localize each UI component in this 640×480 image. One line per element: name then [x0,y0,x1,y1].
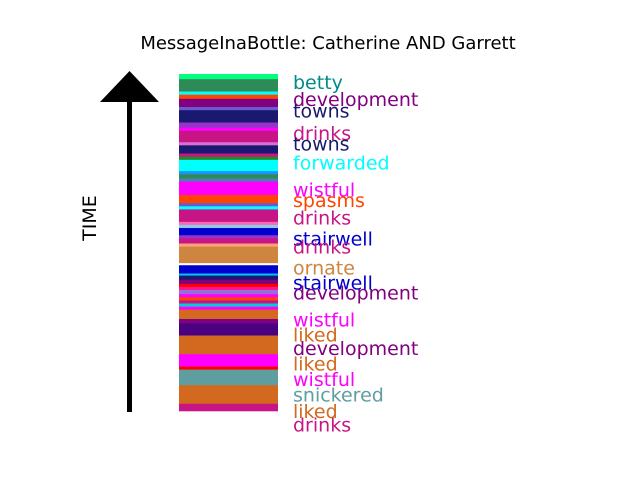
word-label-22: drinks [293,414,351,436]
stripe-39 [179,294,278,298]
stripe-24 [179,221,278,226]
stripe-42 [179,303,278,307]
word-label-18: liked [293,353,338,375]
word-label-15: wistful [293,310,355,332]
stripe-6 [179,107,278,111]
stripe-37 [179,286,278,291]
stripe-52 [179,403,278,412]
word-label-13: stairwell [293,272,373,294]
stripe-43 [179,306,278,310]
stripe-7 [179,110,278,123]
stripe-bar [179,74,278,412]
word-label-16: liked [293,325,338,347]
stripe-49 [179,366,278,370]
stripe-36 [179,283,278,288]
stripe-30 [179,246,278,264]
stripe-18 [179,178,278,182]
stripe-17 [179,174,278,179]
time-arrow-shaft [127,100,132,412]
chart-title: MessageInaBottle: Catherine AND Garrett [140,33,515,54]
word-label-7: wistful [293,179,355,201]
stripe-51 [179,385,278,405]
stripe-5 [179,98,278,108]
word-label-21: liked [293,401,338,423]
stripe-44 [179,309,278,320]
stripe-16 [179,171,278,175]
stripe-28 [179,238,278,244]
time-arrow-head [100,71,159,102]
stripe-40 [179,297,278,301]
stripe-19 [179,181,278,196]
word-label-2: development [293,89,418,111]
stripe-46 [179,323,278,336]
word-label-11: drinks [293,237,351,259]
word-label-3: towns [293,101,350,123]
word-label-10: stairwell [293,228,373,250]
stripe-4 [179,94,278,100]
stripe-35 [179,279,278,285]
stripe-34 [179,275,278,281]
stripe-2 [179,79,278,92]
stripe-48 [179,354,278,367]
stripe-8 [179,122,278,129]
stripe-15 [179,159,278,172]
stripe-3 [179,91,278,95]
word-label-14: development [293,283,418,305]
word-label-20: snickered [293,384,384,406]
stripe-31 [179,263,278,266]
word-label-8: spasms [293,190,365,212]
y-axis-label: TIME [79,195,101,242]
stripe-45 [179,319,278,324]
stripe-50 [179,369,278,386]
word-label-19: wistful [293,369,355,391]
stripe-33 [179,273,278,276]
stripe-9 [179,127,278,132]
stripe-26 [179,228,278,236]
stripe-10 [179,130,278,143]
stripe-47 [179,335,278,355]
word-label-4: drinks [293,123,351,145]
word-label-17: development [293,338,418,360]
stripe-29 [179,243,278,247]
stripe-20 [179,194,278,204]
word-label-12: ornate [293,257,355,279]
stripe-23 [179,209,278,223]
stripe-12 [179,145,278,154]
stripe-41 [179,300,278,304]
stripe-14 [179,156,278,161]
stripe-11 [179,142,278,146]
stripe-22 [179,206,278,210]
stripe-27 [179,235,278,239]
stripe-25 [179,224,278,229]
word-labels: bettydevelopmenttownsdrinkstownsforwarde… [293,72,418,437]
stripe-13 [179,153,278,157]
time-arrow [100,71,159,412]
word-label-1: betty [293,72,343,94]
word-label-5: towns [293,133,350,155]
stripe-1 [179,74,278,80]
word-label-9: drinks [293,208,351,230]
stripe-32 [179,265,278,274]
stripe-21 [179,203,278,207]
stripe-38 [179,290,278,295]
word-label-6: forwarded [293,152,390,174]
